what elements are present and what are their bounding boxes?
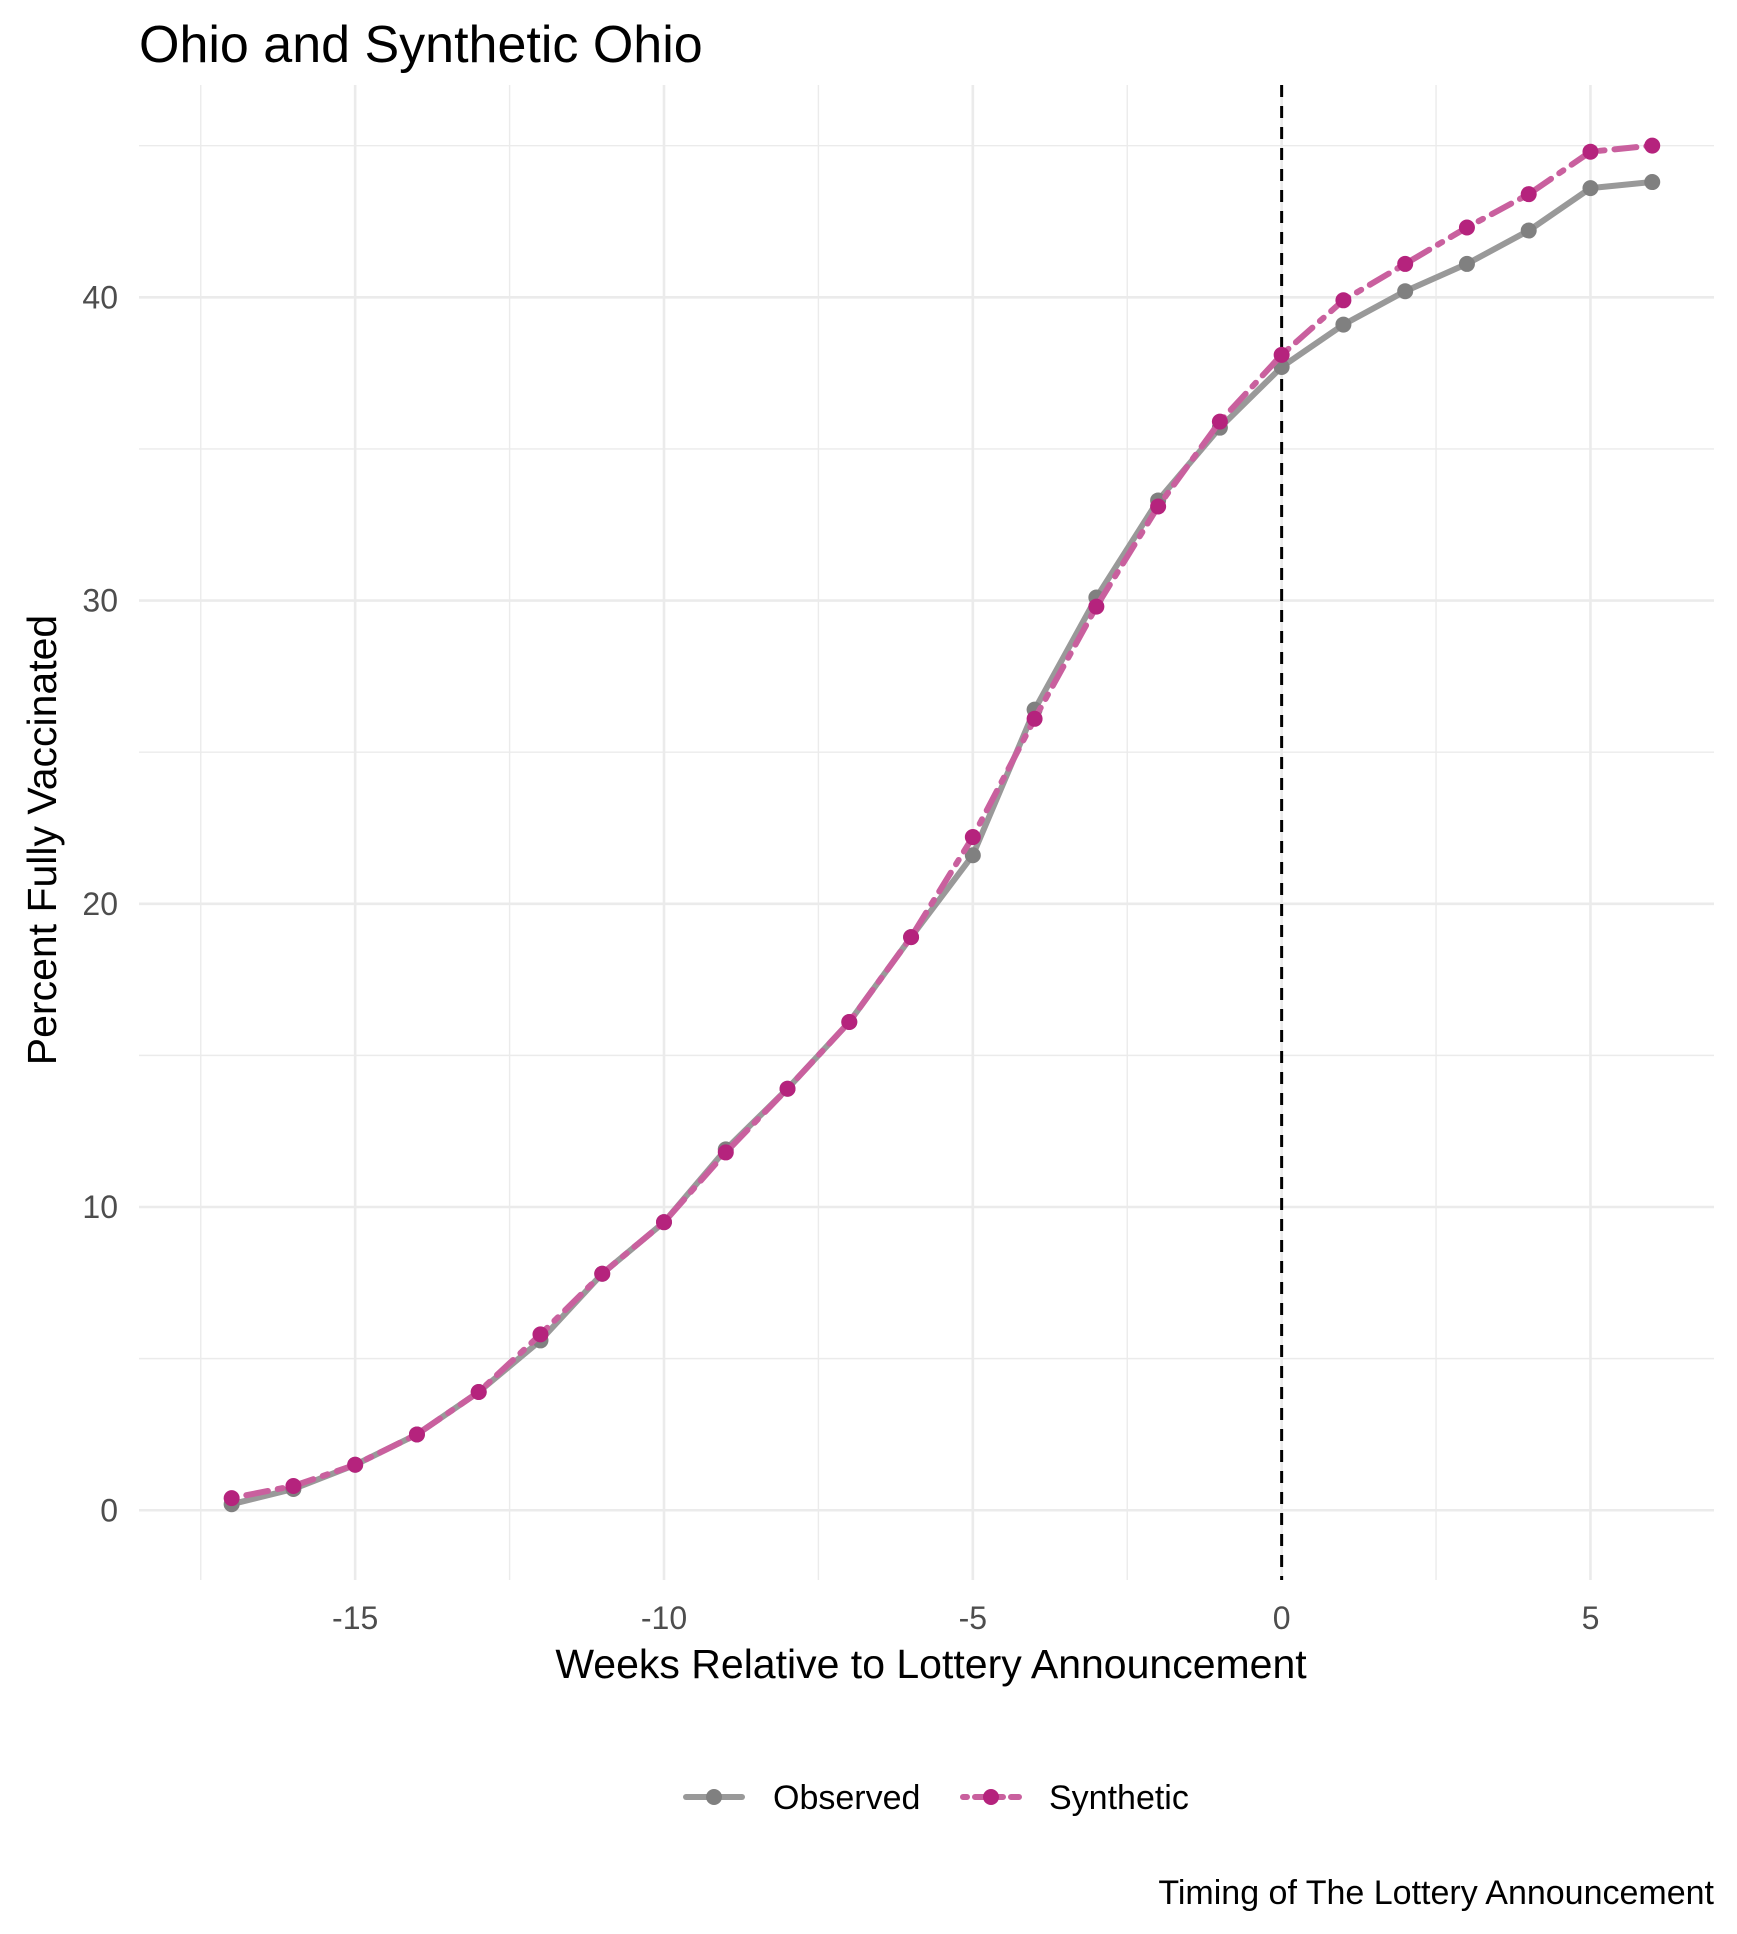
data-point-synthetic xyxy=(532,1326,549,1343)
data-point-synthetic xyxy=(1273,346,1290,363)
data-point-synthetic xyxy=(285,1477,302,1494)
data-point-observed xyxy=(964,847,981,864)
data-point-observed xyxy=(1335,316,1352,333)
data-point-synthetic xyxy=(779,1080,796,1097)
data-point-synthetic xyxy=(717,1144,734,1161)
data-point-synthetic xyxy=(1397,255,1414,272)
data-point-synthetic xyxy=(408,1426,425,1443)
data-point-synthetic xyxy=(1150,498,1167,515)
legend-key-marker xyxy=(706,1789,722,1805)
y-axis-title: Percent Fully Vaccinated xyxy=(19,615,65,1065)
grid xyxy=(139,85,1714,1580)
x-tick-label: -10 xyxy=(641,1600,687,1636)
y-axis-ticks: 0 10 20 30 40 xyxy=(82,279,118,1528)
x-axis-ticks: -15 -10 -5 0 5 xyxy=(332,1600,1599,1636)
data-point-synthetic xyxy=(1026,710,1043,727)
x-tick-label: -15 xyxy=(332,1600,378,1636)
data-point-synthetic xyxy=(964,829,981,846)
x-tick-label: 0 xyxy=(1273,1600,1291,1636)
data-point-synthetic xyxy=(841,1014,858,1031)
data-point-synthetic xyxy=(470,1383,487,1400)
series-line-synthetic xyxy=(228,142,1656,1502)
legend: Observed Synthetic xyxy=(683,1779,1189,1817)
data-point-synthetic xyxy=(903,929,920,946)
legend-label-synthetic: Synthetic xyxy=(1049,1779,1189,1817)
data-point-synthetic xyxy=(1582,143,1599,160)
data-point-synthetic xyxy=(1211,413,1228,430)
chart-title: Ohio and Synthetic Ohio xyxy=(139,16,703,74)
data-point-synthetic xyxy=(223,1490,240,1507)
data-point-observed xyxy=(1520,222,1537,239)
legend-key-observed xyxy=(683,1789,745,1805)
y-tick-label: 10 xyxy=(82,1189,118,1225)
data-point-synthetic xyxy=(656,1214,672,1231)
chart-caption: Timing of The Lottery Announcement xyxy=(1158,1874,1714,1912)
x-axis-title: Weeks Relative to Lottery Announcement xyxy=(555,1641,1307,1687)
data-point-synthetic xyxy=(347,1456,364,1473)
data-point-observed xyxy=(1397,283,1414,300)
series-synthetic xyxy=(223,137,1661,1507)
data-point-synthetic xyxy=(1458,219,1475,236)
legend-key-synthetic xyxy=(960,1789,1022,1805)
data-point-synthetic xyxy=(1644,137,1661,154)
data-point-observed xyxy=(1458,255,1475,272)
data-point-observed xyxy=(1644,174,1661,191)
data-point-observed xyxy=(1582,180,1599,197)
data-point-synthetic xyxy=(594,1265,611,1282)
y-tick-label: 30 xyxy=(82,583,118,619)
legend-label-observed: Observed xyxy=(773,1779,920,1817)
y-tick-label: 40 xyxy=(82,279,118,315)
data-point-synthetic xyxy=(1520,186,1537,203)
data-point-synthetic xyxy=(1335,292,1352,309)
series-layer xyxy=(223,137,1661,1513)
y-tick-label: 20 xyxy=(82,886,118,922)
x-tick-label: 5 xyxy=(1582,1600,1600,1636)
x-tick-label: -5 xyxy=(959,1600,987,1636)
data-point-synthetic xyxy=(1088,598,1105,615)
y-tick-label: 0 xyxy=(100,1492,118,1528)
legend-key-marker xyxy=(983,1789,999,1805)
